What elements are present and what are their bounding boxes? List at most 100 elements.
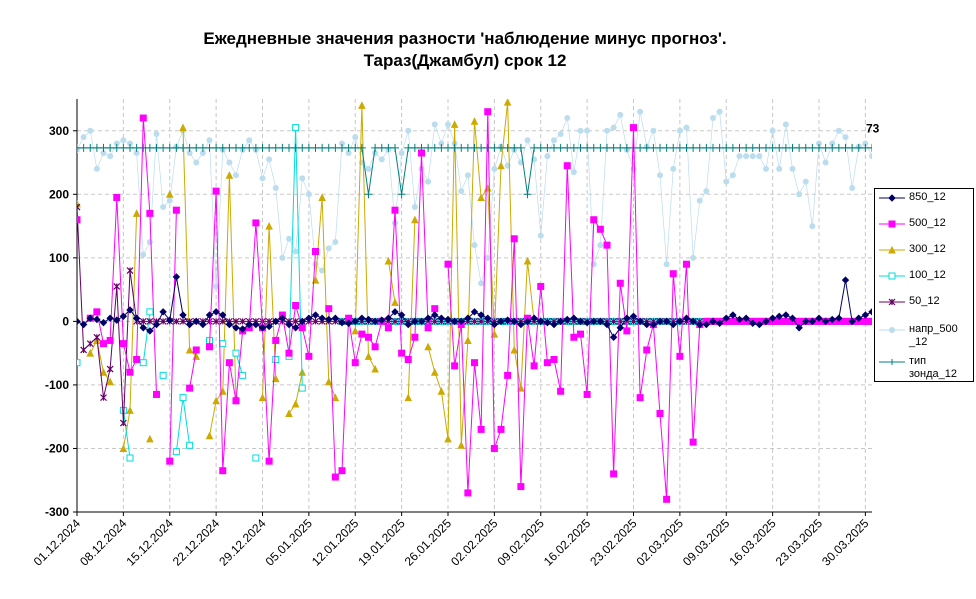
data-point: [576, 317, 585, 326]
data-point: [371, 317, 379, 326]
data-point: [139, 324, 147, 332]
y-tick-label: 200: [49, 187, 69, 201]
data-point: [537, 317, 545, 326]
data-point: [339, 140, 345, 147]
data-point: [544, 153, 551, 160]
data-point: [292, 124, 300, 132]
data-point: [869, 153, 872, 160]
data-point: [159, 371, 167, 379]
data-point: [577, 330, 584, 338]
data-point: [650, 127, 657, 134]
data-point: [404, 356, 412, 364]
data-point: [710, 115, 716, 122]
data-point: [828, 315, 836, 324]
data-point: [543, 318, 552, 327]
data-point: [285, 320, 293, 329]
data-point: [205, 431, 214, 440]
series-1: [77, 108, 872, 503]
data-point: [132, 314, 141, 322]
data-point: [119, 444, 128, 452]
data-point: [577, 127, 584, 134]
x-tick-label: 16.03.2025: [726, 516, 779, 569]
data-point: [842, 134, 849, 141]
data-point: [663, 495, 671, 503]
y-tick-label: -100: [45, 378, 69, 392]
data-point: [829, 140, 836, 147]
data-point: [431, 121, 438, 128]
data-point: [93, 165, 100, 172]
data-point: [398, 349, 406, 357]
data-point: [557, 387, 565, 395]
data-point: [126, 306, 134, 314]
data-point: [172, 448, 180, 456]
data-point: [709, 317, 717, 326]
data-point: [133, 150, 140, 157]
data-point: [93, 315, 101, 324]
data-point: [371, 343, 379, 351]
data-point: [146, 209, 154, 217]
data-point: [219, 311, 227, 319]
data-point: [278, 314, 287, 322]
data-point: [557, 130, 564, 137]
data-point: [662, 317, 671, 326]
data-point: [636, 394, 644, 402]
data-point: [185, 345, 194, 354]
x-tick-label: 30.03.2025: [819, 516, 872, 569]
data-point: [358, 330, 366, 338]
data-point: [384, 314, 393, 322]
data-point: [77, 203, 81, 211]
data-point: [344, 319, 353, 327]
data-point: [107, 153, 114, 160]
data-point: [450, 317, 459, 326]
legend-swatch: [879, 327, 905, 333]
data-point: [782, 311, 790, 319]
data-point: [431, 317, 439, 325]
data-point: [179, 123, 187, 132]
data-point: [782, 121, 789, 128]
data-point: [590, 216, 598, 224]
data-point: [563, 315, 571, 324]
data-point: [153, 130, 160, 137]
data-point: [364, 190, 373, 199]
legend-label: 100_12: [909, 269, 946, 281]
data-point: [192, 346, 200, 354]
data-point: [570, 169, 577, 176]
data-point: [802, 317, 810, 326]
data-point: [715, 319, 724, 327]
data-point: [166, 316, 174, 324]
data-point: [808, 317, 817, 326]
data-point: [219, 340, 227, 348]
data-point: [206, 343, 213, 351]
data-point: [471, 317, 478, 325]
data-point: [212, 317, 220, 325]
data-point: [636, 317, 644, 326]
data-point: [139, 359, 147, 367]
data-point: [258, 393, 267, 402]
data-point: [775, 312, 783, 321]
data-point: [404, 320, 412, 329]
data-point: [657, 172, 663, 179]
data-point: [425, 178, 432, 185]
data-point: [292, 302, 300, 309]
data-point: [755, 320, 764, 329]
series-6: [77, 143, 872, 199]
data-point: [729, 317, 737, 325]
data-point: [603, 320, 611, 329]
x-tick-label: 05.01.2025: [263, 516, 316, 569]
data-point: [888, 298, 896, 306]
data-point: [609, 333, 618, 341]
x-tick-label: 02.03.2025: [634, 516, 687, 569]
data-point: [286, 235, 292, 242]
data-point: [470, 308, 479, 316]
x-tick-label: 29.12.2024: [216, 516, 269, 569]
data-point: [232, 317, 240, 325]
data-point: [113, 193, 121, 201]
data-point: [470, 117, 479, 125]
data-point: [232, 397, 240, 405]
data-point: [126, 267, 134, 274]
data-point: [623, 314, 631, 322]
data-point: [397, 311, 406, 319]
data-point: [663, 261, 670, 268]
x-tick-label: 12.01.2025: [309, 516, 362, 569]
data-point: [292, 248, 299, 255]
